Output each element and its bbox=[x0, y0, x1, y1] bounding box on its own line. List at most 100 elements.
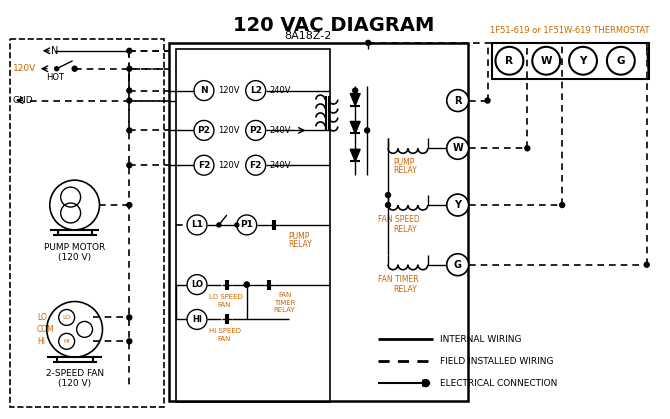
Text: LO: LO bbox=[62, 315, 71, 320]
Text: INTERNAL WIRING: INTERNAL WIRING bbox=[440, 335, 521, 344]
Text: P2: P2 bbox=[198, 126, 210, 135]
Text: 8A18Z-2: 8A18Z-2 bbox=[285, 31, 332, 41]
Circle shape bbox=[194, 120, 214, 140]
Text: TIMER: TIMER bbox=[273, 300, 295, 305]
Circle shape bbox=[245, 282, 249, 287]
Text: (120 V): (120 V) bbox=[58, 253, 91, 262]
Circle shape bbox=[352, 88, 358, 93]
Circle shape bbox=[246, 155, 265, 175]
Text: R: R bbox=[505, 56, 513, 66]
Text: 1F51-619 or 1F51W-619 THERMOSTAT: 1F51-619 or 1F51W-619 THERMOSTAT bbox=[490, 26, 650, 35]
Text: F2: F2 bbox=[198, 161, 210, 170]
Circle shape bbox=[569, 47, 597, 75]
Polygon shape bbox=[350, 93, 360, 106]
Text: HI: HI bbox=[64, 339, 70, 344]
Circle shape bbox=[217, 223, 221, 227]
Circle shape bbox=[422, 380, 429, 387]
Circle shape bbox=[532, 47, 560, 75]
Circle shape bbox=[246, 80, 265, 101]
Circle shape bbox=[645, 262, 649, 267]
Circle shape bbox=[127, 98, 132, 103]
Text: Y: Y bbox=[454, 200, 461, 210]
Circle shape bbox=[447, 137, 468, 159]
Bar bbox=[169, 43, 468, 401]
Text: (120 V): (120 V) bbox=[58, 379, 91, 388]
Circle shape bbox=[246, 120, 265, 140]
Circle shape bbox=[237, 215, 257, 235]
Circle shape bbox=[127, 66, 132, 71]
Text: 120 VAC DIAGRAM: 120 VAC DIAGRAM bbox=[232, 16, 434, 35]
Text: L2: L2 bbox=[250, 86, 262, 95]
Circle shape bbox=[55, 67, 59, 71]
Circle shape bbox=[194, 80, 214, 101]
Circle shape bbox=[127, 163, 132, 168]
Text: RELAY: RELAY bbox=[393, 285, 417, 294]
Text: 2-SPEED FAN: 2-SPEED FAN bbox=[46, 369, 104, 378]
Text: L1: L1 bbox=[191, 220, 203, 230]
Text: F2: F2 bbox=[249, 161, 262, 170]
Text: 240V: 240V bbox=[269, 86, 291, 95]
Circle shape bbox=[234, 223, 239, 227]
Circle shape bbox=[364, 128, 370, 133]
Text: FAN: FAN bbox=[279, 292, 292, 297]
Text: HOT: HOT bbox=[46, 73, 64, 82]
Text: GND: GND bbox=[13, 96, 34, 105]
Circle shape bbox=[127, 48, 132, 53]
Text: FAN TIMER: FAN TIMER bbox=[378, 275, 419, 284]
Text: FAN SPEED: FAN SPEED bbox=[378, 215, 420, 224]
Circle shape bbox=[385, 193, 391, 198]
Circle shape bbox=[447, 194, 468, 216]
Text: HI: HI bbox=[37, 337, 45, 346]
Polygon shape bbox=[350, 122, 360, 133]
Text: 120V: 120V bbox=[218, 126, 239, 135]
Circle shape bbox=[127, 128, 132, 133]
Bar bbox=[176, 49, 330, 402]
Circle shape bbox=[385, 202, 391, 207]
Circle shape bbox=[559, 202, 565, 207]
Circle shape bbox=[72, 66, 77, 71]
Text: HI SPEED: HI SPEED bbox=[209, 328, 241, 334]
Circle shape bbox=[447, 254, 468, 276]
Circle shape bbox=[366, 40, 371, 45]
Text: 120V: 120V bbox=[218, 161, 239, 170]
Text: W: W bbox=[452, 143, 463, 153]
Circle shape bbox=[127, 315, 132, 320]
Circle shape bbox=[127, 202, 132, 207]
Text: RELAY: RELAY bbox=[289, 241, 312, 249]
Text: PUMP: PUMP bbox=[289, 233, 310, 241]
Circle shape bbox=[127, 88, 132, 93]
Text: G: G bbox=[616, 56, 625, 66]
Text: 120V: 120V bbox=[13, 64, 36, 73]
Circle shape bbox=[245, 282, 249, 287]
Text: RELAY: RELAY bbox=[273, 308, 295, 313]
Text: W: W bbox=[541, 56, 552, 66]
Text: N: N bbox=[51, 46, 58, 56]
Polygon shape bbox=[350, 149, 360, 161]
Text: N: N bbox=[200, 86, 208, 95]
Text: LO SPEED: LO SPEED bbox=[209, 294, 243, 300]
Text: P1: P1 bbox=[241, 220, 253, 230]
Text: 240V: 240V bbox=[269, 161, 291, 170]
Text: COM: COM bbox=[37, 325, 54, 334]
Text: ELECTRICAL CONNECTION: ELECTRICAL CONNECTION bbox=[440, 379, 557, 388]
Circle shape bbox=[187, 310, 207, 329]
Text: HI: HI bbox=[192, 315, 202, 324]
Text: P2: P2 bbox=[249, 126, 262, 135]
Text: LO: LO bbox=[191, 280, 203, 289]
Circle shape bbox=[607, 47, 634, 75]
Text: RELAY: RELAY bbox=[393, 225, 417, 234]
Circle shape bbox=[187, 215, 207, 235]
Text: LO: LO bbox=[37, 313, 47, 322]
Text: PUMP MOTOR: PUMP MOTOR bbox=[44, 243, 105, 252]
Text: Y: Y bbox=[580, 56, 587, 66]
Circle shape bbox=[447, 90, 468, 111]
Text: R: R bbox=[454, 96, 462, 106]
Text: PUMP: PUMP bbox=[393, 158, 414, 167]
Circle shape bbox=[496, 47, 523, 75]
Circle shape bbox=[194, 155, 214, 175]
Circle shape bbox=[525, 146, 530, 151]
Bar bbox=[492, 43, 649, 79]
Text: FAN: FAN bbox=[217, 336, 230, 342]
Text: FAN: FAN bbox=[217, 302, 230, 308]
Text: RELAY: RELAY bbox=[393, 166, 417, 175]
